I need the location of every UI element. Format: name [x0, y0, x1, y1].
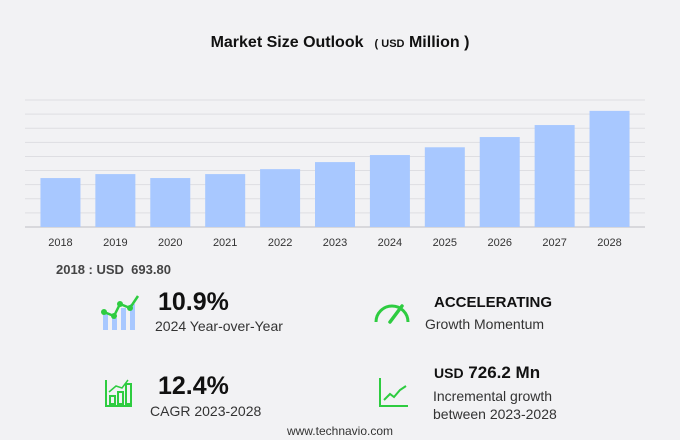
momentum-label: Growth Momentum: [425, 316, 545, 332]
bar-2020: [150, 178, 191, 227]
bar-2028: [589, 110, 630, 227]
x-tick-label: 2028: [597, 237, 621, 249]
momentum-value: ACCELERATING: [434, 294, 553, 311]
x-tick-label: 2023: [323, 237, 347, 249]
incremental-value: USD 726.2 Mn: [434, 363, 541, 382]
bar-2027: [534, 125, 575, 227]
cagr-label: CAGR 2023-2028: [150, 403, 262, 419]
chart-title: Market Size Outlook ( USD Million ): [210, 34, 470, 51]
trend-bars-icon: [101, 295, 140, 330]
x-tick-label: 2024: [378, 237, 402, 249]
x-tick-label: 2027: [542, 237, 566, 249]
line-growth-icon: [379, 378, 408, 407]
yoy-value: 10.9%: [158, 288, 229, 316]
yoy-label: 2024 Year-over-Year: [155, 318, 283, 334]
incremental-label-1: Incremental growth: [433, 388, 553, 404]
bar-2022: [260, 169, 301, 227]
bar-2025: [424, 147, 465, 227]
incremental-label-2: between 2023-2028: [433, 406, 557, 422]
bar-2018: [40, 178, 81, 227]
footer-url: www.technavio.com: [286, 424, 394, 438]
x-tick-label: 2026: [487, 237, 511, 249]
speedometer-icon: [374, 304, 410, 324]
bar-2026: [479, 137, 520, 227]
x-tick-label: 2020: [158, 237, 182, 249]
x-tick-label: 2021: [213, 237, 237, 249]
x-tick-label: 2019: [103, 237, 127, 249]
bar-chart-growth-icon: [105, 379, 132, 407]
bar-2023: [315, 162, 355, 227]
cagr-value: 12.4%: [158, 372, 229, 400]
x-tick-label: 2025: [433, 237, 457, 249]
base-year-value: 2018 : USD 693.80: [56, 262, 171, 277]
bar-chart: 2018 2019 2020 2021 2022 2023 2024 2025 2026 2027…: [25, 99, 645, 249]
bar-2021: [205, 174, 246, 227]
x-tick-label: 2018: [48, 237, 72, 249]
bar-2024: [369, 155, 410, 227]
x-tick-label: 2022: [268, 237, 292, 249]
bar-2019: [95, 174, 136, 227]
